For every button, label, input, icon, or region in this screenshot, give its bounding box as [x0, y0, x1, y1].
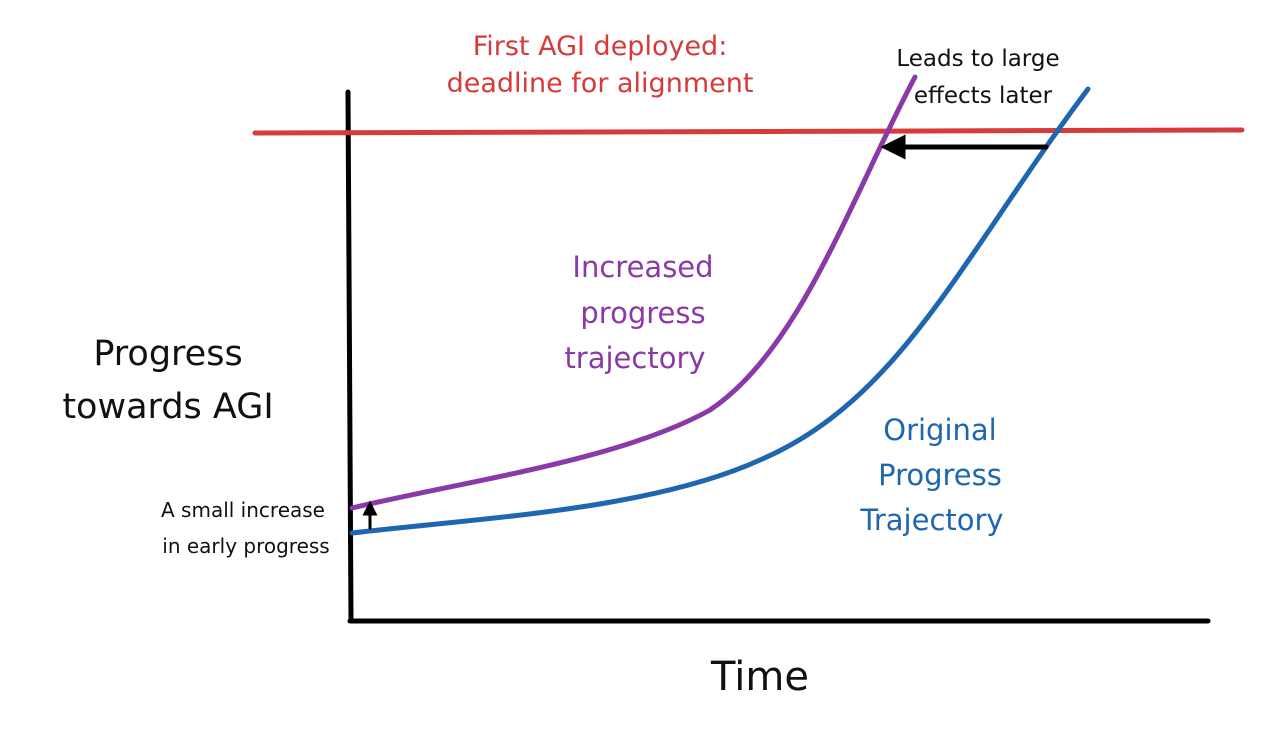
increased-label-line2: progress: [580, 296, 705, 330]
deadline-line: [252, 127, 1245, 136]
original-label-line3: Trajectory: [859, 503, 1003, 537]
increased-label-line1: Increased: [572, 250, 713, 284]
yaxis-label-line2: towards AGI: [62, 387, 273, 427]
deadline-label-line2: deadline for alignment: [447, 68, 754, 99]
yaxis-label-line1: Progress: [93, 334, 242, 374]
leads-label-line1: Leads to large: [896, 46, 1059, 72]
leads-label-line2: effects later: [914, 83, 1053, 109]
original-trajectory-curve: [349, 86, 1091, 536]
deadline-label-line1: First AGI deployed:: [473, 31, 728, 62]
original-label-line1: Original: [883, 413, 996, 447]
original-label-line2: Progress: [878, 458, 1002, 492]
y-axis: [345, 89, 354, 624]
xaxis-label: Time: [710, 654, 809, 700]
small-increase-label-line1: A small increase: [161, 498, 325, 522]
small-increase-label-line2: in early progress: [162, 534, 329, 558]
increased-trajectory-curve: [349, 74, 918, 511]
increased-label-line3: trajectory: [564, 341, 705, 375]
